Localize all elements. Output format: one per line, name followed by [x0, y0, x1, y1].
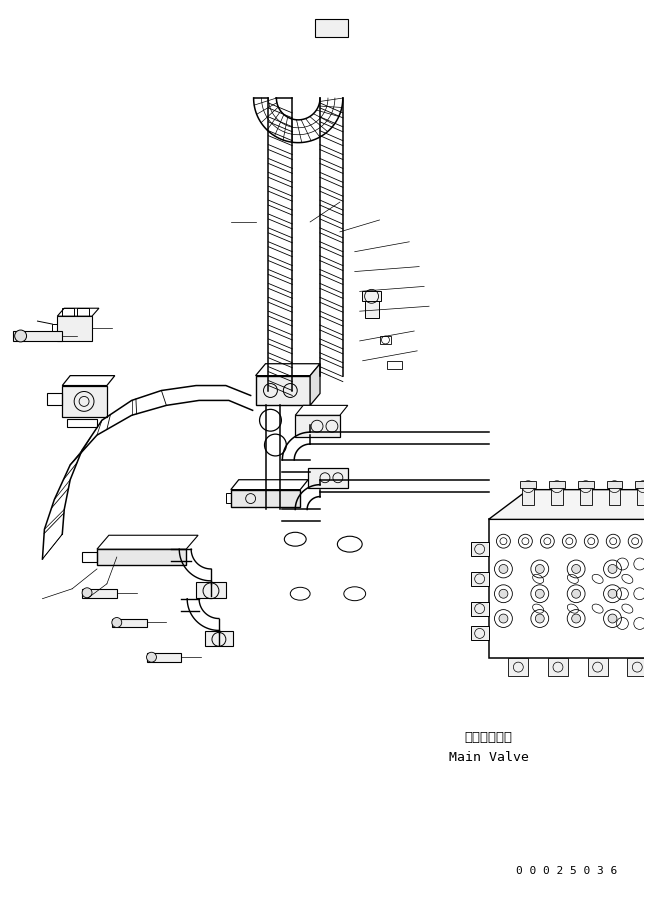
Polygon shape [62, 376, 115, 386]
Circle shape [499, 589, 508, 598]
Bar [62, 309, 74, 316]
Bar [549, 481, 565, 488]
Bar [67, 419, 97, 427]
Bar [637, 487, 647, 504]
Circle shape [499, 564, 508, 573]
Bar [362, 292, 382, 301]
Bar [471, 572, 488, 586]
Bar [548, 658, 568, 676]
Text: 0 0 0 2 5 0 3 6: 0 0 0 2 5 0 3 6 [516, 867, 617, 876]
Circle shape [572, 614, 580, 623]
Polygon shape [58, 309, 99, 316]
Polygon shape [256, 364, 320, 376]
Bar [551, 487, 563, 504]
Bar [146, 653, 181, 662]
Bar [315, 19, 348, 37]
Bar [628, 658, 647, 676]
Circle shape [608, 614, 617, 623]
Bar [580, 487, 591, 504]
Bar [488, 519, 647, 658]
Bar [509, 658, 528, 676]
Bar [256, 376, 310, 405]
Circle shape [146, 652, 157, 662]
Polygon shape [310, 364, 320, 405]
Bar [520, 481, 536, 488]
Circle shape [535, 614, 544, 623]
Polygon shape [295, 405, 348, 415]
Bar [13, 331, 62, 341]
Circle shape [608, 564, 617, 573]
Bar [587, 658, 608, 676]
Bar [635, 481, 647, 488]
Bar [522, 487, 534, 504]
Bar [388, 361, 402, 369]
Bar [77, 309, 89, 316]
Bar [226, 492, 231, 502]
Bar [609, 487, 620, 504]
Bar [112, 619, 146, 627]
Bar [380, 336, 391, 344]
Circle shape [572, 564, 580, 573]
Bar [82, 588, 117, 597]
Text: Main Valve: Main Valve [448, 751, 529, 764]
Circle shape [15, 330, 27, 342]
Bar [606, 481, 622, 488]
Bar [295, 415, 340, 437]
Bar [231, 490, 300, 508]
Bar [82, 552, 97, 562]
Circle shape [499, 614, 508, 623]
Bar [58, 316, 92, 341]
Circle shape [535, 589, 544, 598]
Bar [52, 324, 58, 334]
Polygon shape [97, 536, 198, 549]
Bar [47, 394, 62, 405]
Bar [471, 542, 488, 556]
Bar [196, 582, 226, 597]
Bar [205, 631, 233, 646]
Bar [471, 626, 488, 640]
Polygon shape [488, 490, 647, 519]
Polygon shape [231, 480, 308, 490]
Bar [62, 386, 107, 417]
Bar [308, 468, 348, 488]
Bar [97, 549, 186, 565]
Bar [471, 602, 488, 615]
Circle shape [608, 589, 617, 598]
Circle shape [572, 589, 580, 598]
Bar [578, 481, 594, 488]
Bar [365, 296, 378, 318]
Text: メインバルブ: メインバルブ [465, 731, 512, 744]
Circle shape [82, 588, 92, 597]
Circle shape [535, 564, 544, 573]
Circle shape [112, 617, 122, 627]
